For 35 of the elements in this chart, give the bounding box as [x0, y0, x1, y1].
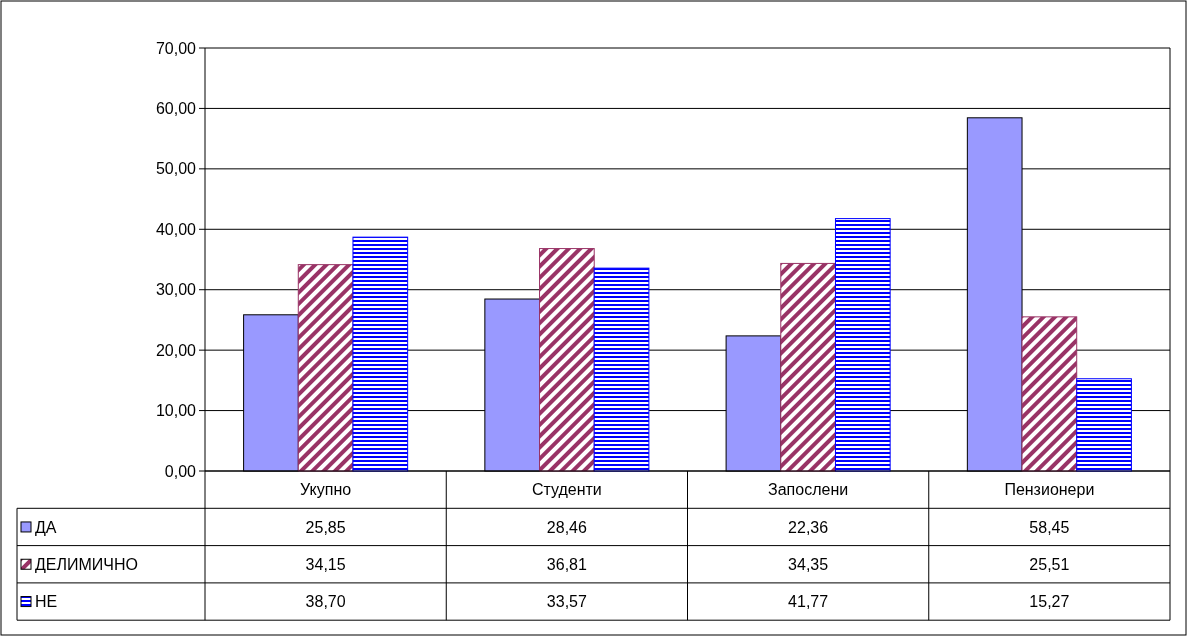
bar	[352, 236, 409, 472]
data-label: 34,15	[305, 555, 346, 573]
data-label: 36,81	[546, 555, 587, 573]
bar	[539, 248, 595, 472]
y-tick-label: 30,00	[155, 281, 197, 299]
y-tick-label: 10,00	[155, 402, 197, 420]
data-label: 58,45	[1029, 518, 1070, 536]
x-tick-label: Укупно	[300, 481, 352, 499]
data-label: 41,77	[788, 593, 829, 611]
data-label: 38,70	[305, 593, 346, 611]
y-tick-label: 50,00	[155, 160, 197, 178]
data-label: 34,35	[788, 555, 829, 573]
legend-label: ДА	[35, 518, 57, 536]
legend-label: ДЕЛИМИЧНО	[35, 555, 138, 573]
bar	[1021, 316, 1078, 472]
data-label: 22,36	[788, 518, 829, 536]
bar	[780, 262, 836, 472]
bar	[1076, 378, 1132, 472]
data-label: 33,57	[546, 593, 587, 611]
data-label: 25,85	[305, 518, 346, 536]
y-tick-label: 0,00	[164, 462, 197, 480]
x-tick-label: Запослени	[768, 481, 849, 499]
bar	[593, 267, 650, 472]
y-tick-label: 60,00	[155, 100, 197, 118]
y-tick-label: 70,00	[155, 39, 197, 57]
data-label: 15,27	[1029, 593, 1070, 611]
x-tick-label: Пензионери	[1004, 481, 1095, 499]
x-tick-label: Студенти	[531, 481, 602, 499]
y-tick-label: 40,00	[155, 220, 197, 238]
data-label: 25,51	[1029, 555, 1070, 573]
bar	[834, 218, 891, 472]
data-label: 28,46	[546, 518, 587, 536]
y-tick-label: 20,00	[155, 341, 197, 359]
legend-label: НЕ	[35, 593, 58, 611]
bar	[297, 264, 354, 472]
